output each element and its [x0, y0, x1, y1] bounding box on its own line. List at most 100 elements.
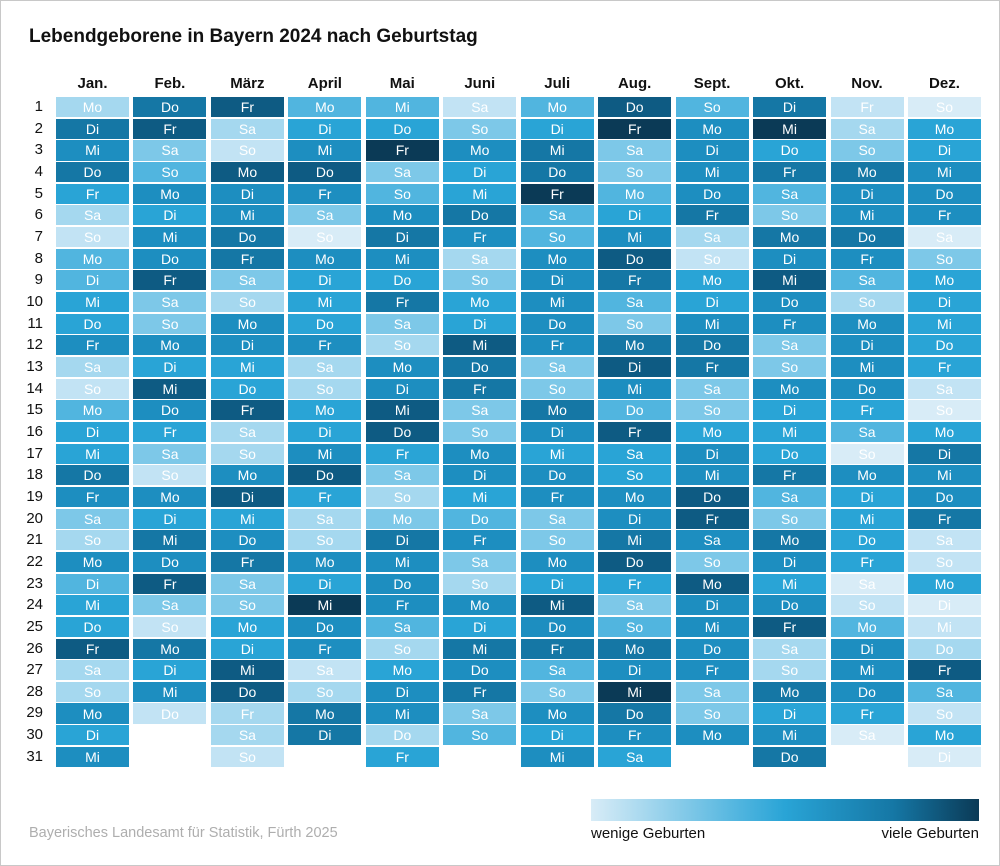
day-cell: Fr	[365, 291, 439, 313]
row-label: 4	[34, 162, 43, 180]
day-cell: Mo	[675, 573, 749, 594]
day-cell: So	[56, 226, 129, 248]
day-cell: Mi	[830, 205, 904, 226]
day-cell: Fr	[598, 270, 672, 291]
day-cell: Sa	[753, 335, 827, 356]
day-cell: Mo	[210, 313, 284, 334]
day-cell: Do	[907, 183, 981, 204]
day-cell: Mo	[133, 486, 207, 508]
day-cell: Sa	[830, 725, 904, 746]
day-cell: Sa	[598, 595, 672, 616]
day-cell: Mo	[907, 118, 981, 139]
day-cell: Do	[753, 443, 827, 464]
day-cell: Fr	[598, 421, 672, 443]
day-cell: Di	[365, 226, 439, 248]
day-cell: Mi	[520, 291, 594, 313]
day-cell: Di	[443, 161, 517, 183]
day-cell: Sa	[288, 508, 362, 529]
day-cell: Mi	[56, 140, 129, 161]
day-cell: Sa	[753, 486, 827, 508]
day-cell: Do	[133, 97, 207, 118]
row-label: 18	[26, 466, 43, 484]
day-cell: Mi	[520, 443, 594, 464]
day-cell: Mo	[520, 400, 594, 421]
month-header: Juni	[464, 75, 496, 92]
day-cell: Mo	[365, 660, 439, 681]
day-cell: Mo	[56, 703, 129, 724]
day-cell: Do	[56, 616, 129, 638]
day-cell: Sa	[443, 551, 517, 573]
day-cell: So	[133, 161, 207, 183]
day-cell: Mo	[288, 97, 362, 118]
day-cell: Mo	[56, 248, 129, 269]
day-cell: So	[520, 681, 594, 702]
day-cell: Mi	[443, 486, 517, 508]
day-cell: So	[675, 703, 749, 724]
day-cell: Do	[210, 378, 284, 399]
day-cell: Mo	[753, 530, 827, 551]
day-cell: So	[56, 530, 129, 551]
day-cell: Di	[210, 638, 284, 659]
day-cell: Sa	[520, 205, 594, 226]
day-cell: Sa	[133, 443, 207, 464]
day-cell: Sa	[830, 421, 904, 443]
day-cell: Do	[907, 486, 981, 508]
day-cell: So	[288, 530, 362, 551]
day-cell: So	[133, 616, 207, 638]
day-cell: So	[520, 226, 594, 248]
day-cell: Mo	[443, 443, 517, 464]
day-cell: Mo	[133, 183, 207, 204]
day-cell: Fr	[365, 443, 439, 464]
legend-max-label: viele Geburten	[881, 825, 979, 842]
day-cell: Fr	[210, 551, 284, 573]
day-cell: Mo	[830, 616, 904, 638]
day-cell: Do	[675, 486, 749, 508]
day-cell: Mi	[598, 226, 672, 248]
day-cell: Sa	[133, 140, 207, 161]
day-cell: Mo	[288, 248, 362, 269]
day-cell: So	[288, 226, 362, 248]
day-cell: Mo	[288, 400, 362, 421]
day-cell: Sa	[520, 356, 594, 378]
day-cell: Mi	[753, 421, 827, 443]
day-cell: Sa	[830, 573, 904, 594]
day-cell: Fr	[907, 508, 981, 529]
day-cell: Mo	[133, 638, 207, 659]
month-header: Feb.	[154, 75, 186, 92]
day-cell: Fr	[830, 97, 904, 118]
day-cell: Sa	[365, 161, 439, 183]
day-cell: Sa	[365, 616, 439, 638]
day-cell: Sa	[520, 508, 594, 529]
day-cell: Do	[907, 335, 981, 356]
day-cell: Do	[830, 378, 904, 399]
day-cell: Do	[56, 313, 129, 334]
day-cell: Di	[675, 443, 749, 464]
day-cell: Do	[365, 270, 439, 291]
day-cell: Fr	[907, 356, 981, 378]
row-label: 30	[26, 726, 43, 744]
day-cell: Mo	[675, 118, 749, 139]
day-cell: Fr	[443, 378, 517, 399]
day-cell: Di	[288, 573, 362, 594]
day-cell: Di	[56, 573, 129, 594]
day-cell: So	[288, 681, 362, 702]
day-cell: Di	[830, 183, 904, 204]
day-cell: Di	[675, 140, 749, 161]
day-cell: Mi	[598, 530, 672, 551]
day-cell: Sa	[598, 746, 672, 767]
day-cell: So	[598, 313, 672, 334]
day-cell: Do	[598, 703, 672, 724]
day-cell: Fr	[210, 703, 284, 724]
row-label: 29	[26, 704, 43, 722]
day-cell: Sa	[907, 378, 981, 399]
day-cell: So	[210, 746, 284, 767]
day-cell: Sa	[443, 97, 517, 118]
day-cell: Di	[443, 616, 517, 638]
day-cell: So	[365, 335, 439, 356]
day-cell: Fr	[443, 226, 517, 248]
day-cell: Di	[210, 335, 284, 356]
day-cell: Mo	[56, 400, 129, 421]
day-cell: Do	[443, 508, 517, 529]
day-cell: Mi	[133, 530, 207, 551]
day-cell: So	[675, 551, 749, 573]
